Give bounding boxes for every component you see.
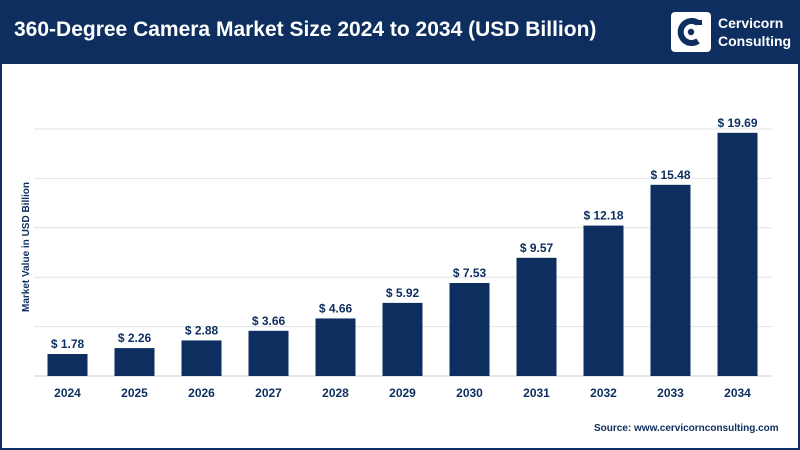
x-tick-label-2031: 2031 — [523, 386, 550, 400]
x-tick-label-2034: 2034 — [724, 386, 751, 400]
bars-group — [47, 132, 758, 376]
data-label-2032: $ 12.18 — [583, 209, 623, 223]
bar-chart: $ 1.78 $ 2.26 $ 2.88 $ 3.66 $ 4.66 $ 5.92 $ 7.… — [21, 116, 772, 400]
bar-2026 — [181, 340, 222, 376]
bar-2031 — [516, 257, 557, 376]
data-label-2031: $ 9.57 — [520, 241, 554, 255]
data-label-2030: $ 7.53 — [453, 266, 487, 280]
data-label-2033: $ 15.48 — [650, 168, 690, 182]
data-label-2034: $ 19.69 — [717, 116, 757, 130]
grid-lines — [34, 128, 772, 328]
data-label-2027: $ 3.66 — [252, 314, 286, 328]
data-label-2029: $ 5.92 — [386, 286, 420, 300]
logo-line-2: Consulting — [718, 33, 792, 49]
x-tick-label-2032: 2032 — [590, 386, 617, 400]
data-label-2026: $ 2.88 — [185, 323, 219, 337]
bar-2024 — [47, 354, 88, 376]
bar-2025 — [114, 348, 155, 376]
chart-title: 360-Degree Camera Market Size 2024 to 20… — [14, 18, 597, 41]
bar-2032 — [583, 225, 624, 376]
x-tick-label-2027: 2027 — [255, 386, 282, 400]
bar-2028 — [315, 318, 356, 376]
x-tick-labels-group: 2024 2025 2026 2027 2028 2029 2030 2031 2032 2033… — [54, 386, 751, 400]
x-tick-label-2029: 2029 — [389, 386, 416, 400]
source-note: Source: www.cervicornconsulting.com — [594, 423, 779, 434]
header-bar: 360-Degree Camera Market Size 2024 to 20… — [2, 2, 798, 64]
x-tick-label-2024: 2024 — [54, 386, 81, 400]
logo-wordmark: Cervicorn Consulting — [718, 14, 791, 50]
bar-2033 — [650, 184, 691, 376]
data-label-2025: $ 2.26 — [118, 331, 152, 345]
data-label-2024: $ 1.78 — [51, 337, 85, 351]
brand-logo: Cervicorn Consulting — [671, 12, 791, 54]
x-tick-label-2033: 2033 — [657, 386, 684, 400]
bar-2034 — [717, 132, 758, 376]
data-labels-group: $ 1.78 $ 2.26 $ 2.88 $ 3.66 $ 4.66 $ 5.92 $ 7.… — [51, 116, 758, 351]
logo-line-1: Cervicorn — [718, 15, 784, 31]
bar-2030 — [449, 283, 490, 376]
x-tick-label-2028: 2028 — [322, 386, 349, 400]
y-axis-label: Market Value in USD Billion — [21, 182, 32, 312]
bar-2029 — [382, 302, 423, 376]
x-tick-label-2025: 2025 — [121, 386, 148, 400]
bar-2027 — [248, 330, 289, 376]
x-tick-label-2030: 2030 — [456, 386, 483, 400]
logo-mark-icon — [671, 12, 711, 52]
x-tick-label-2026: 2026 — [188, 386, 215, 400]
data-label-2028: $ 4.66 — [319, 301, 353, 315]
